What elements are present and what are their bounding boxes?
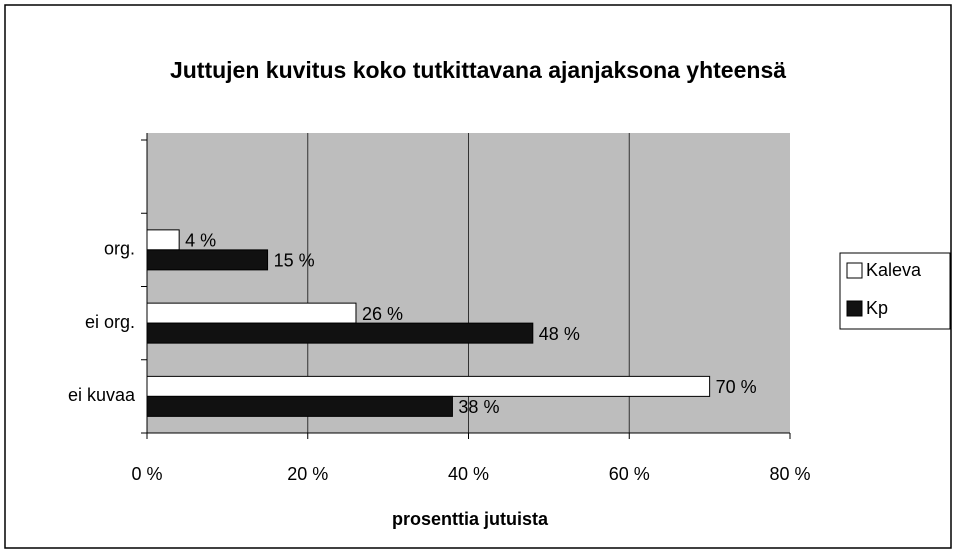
x-axis-label: prosenttia jutuista	[392, 509, 549, 529]
legend-swatch	[846, 262, 863, 279]
x-tick-label: 40 %	[448, 464, 489, 484]
legend-label: Kp	[866, 298, 888, 318]
y-tick-label: ei kuvaa	[68, 385, 136, 405]
bar	[146, 395, 453, 417]
legend-label: Kaleva	[866, 260, 922, 280]
value-label: 38 %	[458, 397, 499, 417]
x-tick-label: 60 %	[609, 464, 650, 484]
value-label: 26 %	[362, 304, 403, 324]
value-label: 48 %	[539, 324, 580, 344]
bar	[146, 229, 180, 251]
x-tick-label: 80 %	[769, 464, 810, 484]
value-label: 15 %	[274, 251, 315, 271]
y-tick-label: org.	[104, 239, 135, 259]
bar	[146, 375, 711, 397]
legend-swatch	[846, 300, 863, 317]
bar	[146, 302, 357, 324]
bar	[146, 322, 534, 344]
x-tick-label: 0 %	[131, 464, 162, 484]
value-label: 70 %	[716, 377, 757, 397]
value-label: 4 %	[185, 231, 216, 251]
y-tick-label: ei org.	[85, 312, 135, 332]
x-tick-label: 20 %	[287, 464, 328, 484]
chart-title: Juttujen kuvitus koko tutkittavana ajanj…	[169, 57, 787, 83]
bar	[146, 249, 269, 271]
